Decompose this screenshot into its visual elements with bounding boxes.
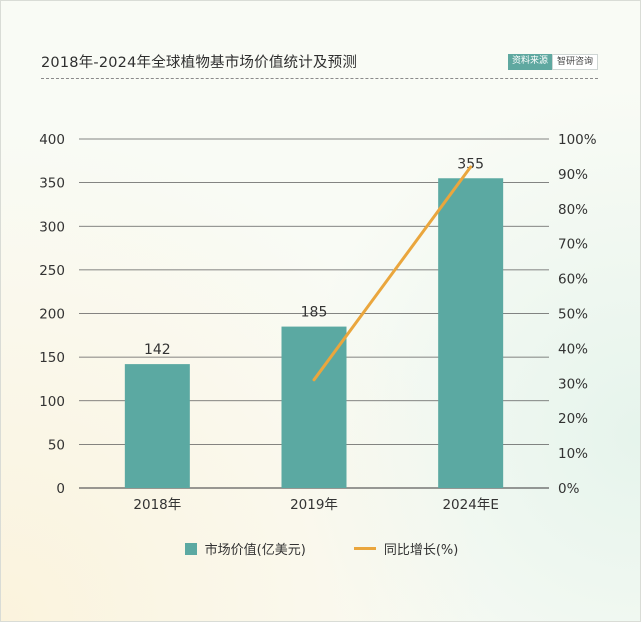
legend-item-bar: 市场价值(亿美元) bbox=[185, 539, 306, 558]
chart-legend: 市场价值(亿美元) 同比增长(%) bbox=[1, 539, 641, 558]
legend-swatch-bar bbox=[185, 543, 197, 555]
y-tick-label: 250 bbox=[39, 263, 65, 279]
bar-1 bbox=[125, 364, 190, 488]
bar-3 bbox=[438, 178, 503, 488]
x-tick-label: 2018年 bbox=[133, 497, 181, 513]
y2-tick-label: 0% bbox=[558, 481, 580, 497]
y2-tick-label: 60% bbox=[558, 272, 588, 288]
bar-value-label: 355 bbox=[457, 156, 484, 172]
y2-tick-label: 10% bbox=[558, 446, 588, 462]
y-tick-label: 150 bbox=[39, 350, 65, 366]
y-tick-label: 200 bbox=[39, 307, 65, 323]
y-tick-label: 350 bbox=[39, 176, 65, 192]
y2-tick-label: 90% bbox=[558, 167, 588, 183]
y2-tick-label: 40% bbox=[558, 341, 588, 357]
y2-tick-label: 100% bbox=[558, 132, 597, 148]
y2-tick-label: 20% bbox=[558, 411, 588, 427]
legend-label-bar: 市场价值(亿美元) bbox=[205, 539, 306, 558]
legend-swatch-line bbox=[354, 547, 376, 550]
bar-value-label: 142 bbox=[144, 342, 171, 358]
y-tick-label: 0 bbox=[56, 481, 65, 497]
legend-label-line: 同比增长(%) bbox=[384, 539, 459, 558]
y-tick-label: 50 bbox=[48, 437, 65, 453]
y2-tick-label: 80% bbox=[558, 202, 588, 218]
x-tick-label: 2024年E bbox=[442, 497, 498, 513]
y-tick-label: 300 bbox=[39, 219, 65, 235]
bar-value-label: 185 bbox=[301, 305, 328, 321]
y-tick-label: 100 bbox=[39, 394, 65, 410]
legend-item-line: 同比增长(%) bbox=[354, 539, 459, 558]
y-tick-label: 400 bbox=[39, 132, 65, 148]
y2-tick-label: 30% bbox=[558, 376, 588, 392]
y2-tick-label: 70% bbox=[558, 237, 588, 253]
x-tick-label: 2019年 bbox=[290, 497, 338, 513]
y2-tick-label: 50% bbox=[558, 307, 588, 323]
